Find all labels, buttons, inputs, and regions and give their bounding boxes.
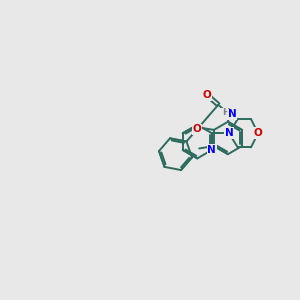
Text: O: O [254, 128, 262, 138]
Text: O: O [193, 124, 202, 134]
Text: N: N [228, 110, 237, 119]
Text: N: N [224, 128, 233, 138]
Text: O: O [203, 90, 212, 100]
Text: H: H [222, 108, 230, 117]
Text: N: N [208, 145, 216, 155]
